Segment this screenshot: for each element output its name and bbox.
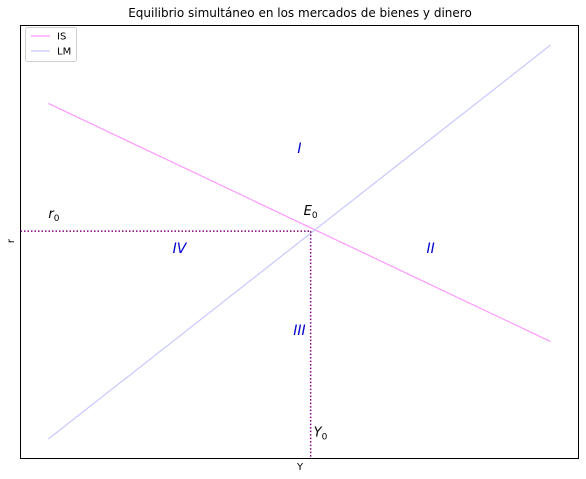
region-label-1: I — [297, 141, 301, 157]
series-line-lm — [48, 44, 551, 440]
plot-frame — [20, 25, 579, 459]
legend-label-lm: LM — [57, 47, 71, 58]
region-label-2: II — [426, 241, 434, 257]
r0-label: r0 — [48, 207, 59, 224]
y0-label: Y0 — [314, 426, 328, 443]
chart-title: Equilibrio simultáneo en los mercados de… — [128, 6, 472, 20]
series-line-is — [48, 102, 551, 343]
y-axis-label: r — [6, 238, 17, 243]
region-label-3: III — [293, 323, 305, 339]
region-label-4: IV — [173, 241, 188, 257]
equilibrium-label: E0 — [304, 204, 318, 221]
legend: IS LM — [25, 27, 77, 62]
legend-label-is: IS — [57, 32, 66, 43]
x-axis-label: Y — [296, 462, 304, 473]
